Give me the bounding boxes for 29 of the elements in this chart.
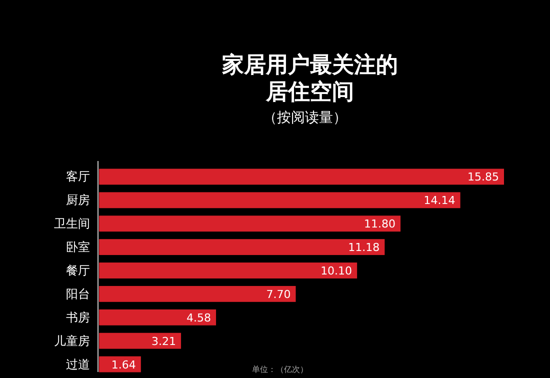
annotation: 单位：（亿次） [252,365,308,374]
y-tick-label: 过道 [66,357,90,372]
y-tick-label: 书房 [66,310,90,324]
bar [99,332,182,349]
y-tick-label: 阳台 [66,286,90,301]
bar [99,192,460,208]
y-tick-label: 卧室 [66,240,90,254]
data-label: 10.10 [320,264,352,278]
data-label: 7.70 [266,288,291,301]
y-tick-label: 卫生间 [54,216,90,231]
bar [99,309,216,326]
bar [99,168,504,185]
bar [99,262,358,278]
bar [99,239,385,256]
y-tick-label: 客厅 [66,170,90,184]
chart-title: 家居用户最关注的居住空间 [221,52,398,105]
data-label: 11.18 [348,241,380,254]
data-label: 14.14 [424,194,456,208]
data-label: 1.64 [111,358,136,372]
y-tick-label: 餐厅 [66,264,90,278]
bar [99,286,296,302]
chart-subtitle: （按阅读量） [263,110,347,126]
data-label: 11.80 [364,218,396,231]
data-label: 4.58 [186,311,212,324]
y-tick-label: 厨房 [66,193,90,208]
bar [99,216,401,232]
y-tick-label: 儿童房 [54,334,90,348]
data-label: 15.85 [468,170,499,184]
data-label: 3.21 [152,334,176,348]
